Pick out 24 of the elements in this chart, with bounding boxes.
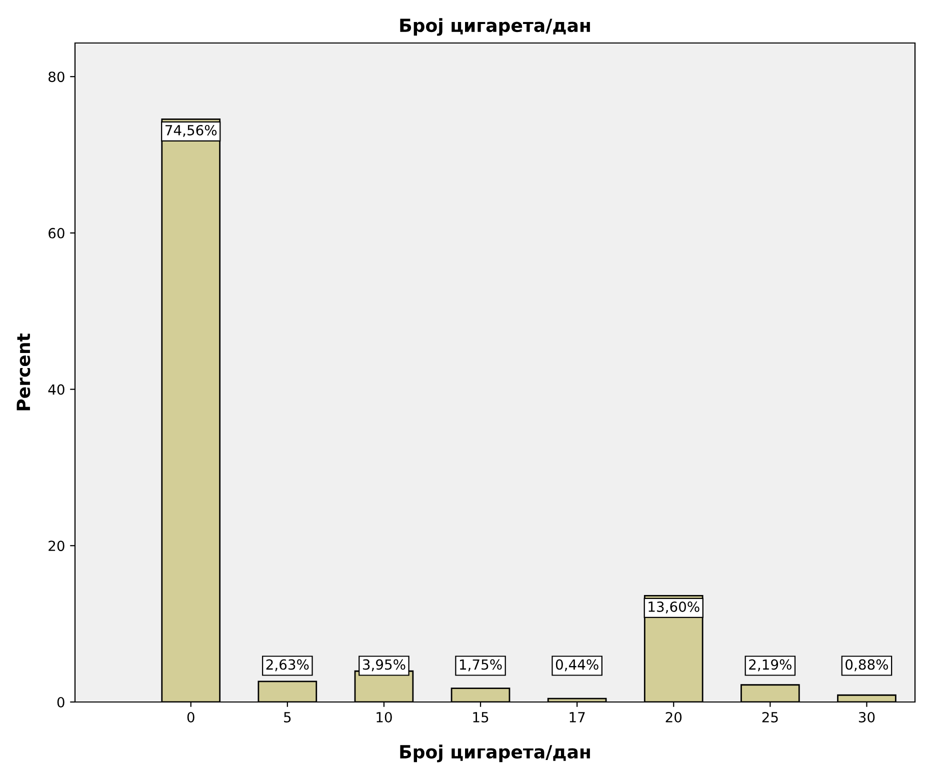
x-tick-label: 30 — [858, 712, 875, 722]
data-label: 0,44% — [556, 659, 598, 672]
data-label: 2,19% — [749, 659, 792, 672]
data-label: 0,88% — [846, 659, 888, 672]
data-label: 74,56% — [166, 124, 217, 137]
x-tick-label: 10 — [376, 712, 392, 722]
x-tick-label: 25 — [762, 712, 778, 722]
data-label: 3,95% — [362, 659, 406, 672]
y-tick-label: 40 — [48, 384, 64, 395]
y-tick-label: 60 — [48, 228, 64, 238]
data-label: 2,63% — [266, 659, 309, 672]
x-tick-label: 17 — [570, 712, 585, 722]
y-tick-label: 20 — [48, 540, 64, 552]
y-tick-label: 0 — [57, 696, 64, 708]
x-tick-label: 5 — [284, 712, 291, 722]
x-axis-title: Број цигарета/дан — [400, 744, 590, 762]
chart-title: Број цигарета/дан — [400, 18, 590, 36]
data-label: 1,75% — [460, 659, 502, 672]
y-axis-title: Percent — [16, 334, 30, 410]
x-tick-label: 20 — [666, 712, 682, 722]
y-tick-label: 80 — [48, 72, 64, 82]
x-tick-label: 0 — [187, 712, 194, 722]
data-label: 13,60% — [648, 601, 700, 614]
x-tick-label: 15 — [473, 712, 488, 722]
